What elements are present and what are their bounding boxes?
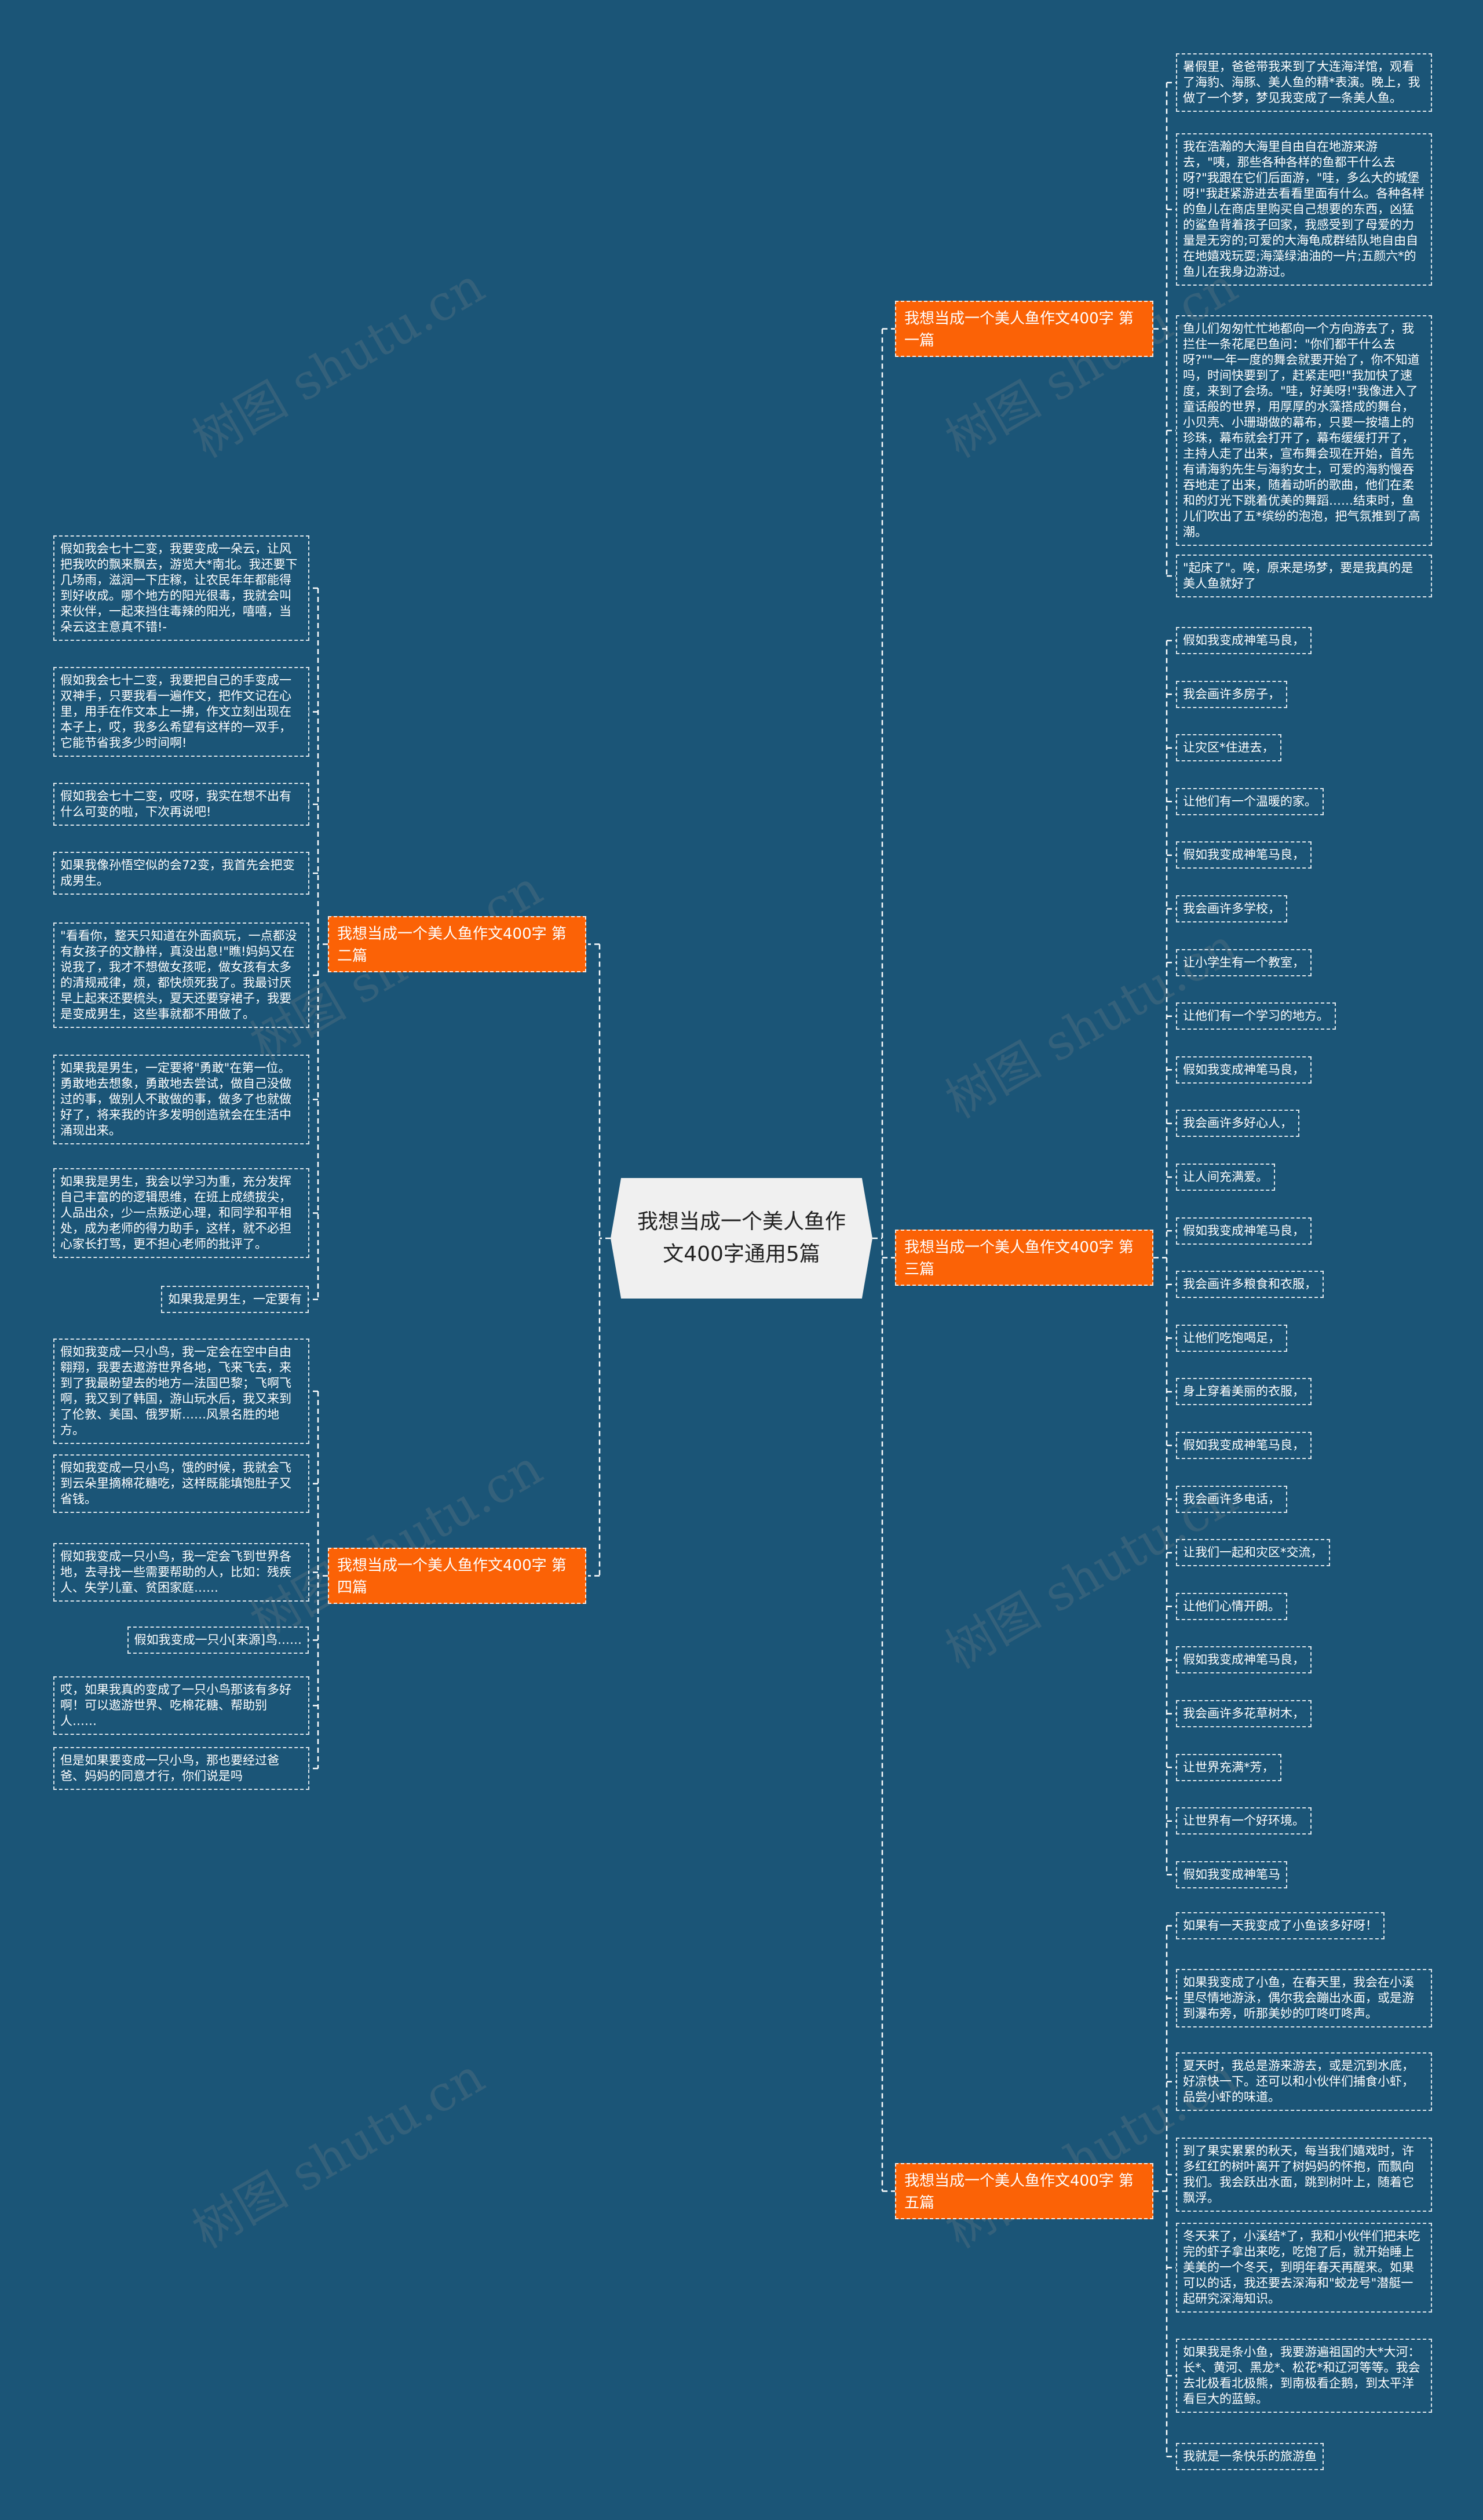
leaf-topic[interactable]: 假如我变成一只小鸟，我一定会飞到世界各地，去寻找一些需要帮助的人，比如：残疾人、… bbox=[53, 1543, 309, 1602]
leaf-topic[interactable]: 我会画许多花草树木， bbox=[1176, 1700, 1312, 1727]
leaf-topic[interactable]: 假如我变成神笔马良， bbox=[1176, 841, 1312, 869]
leaf-topic[interactable]: 哎，如果我真的变成了一只小鸟那该有多好啊！可以遨游世界、吃棉花糖、帮助别人…… bbox=[53, 1676, 309, 1735]
leaf-topic[interactable]: 如果我是男生，一定要将"勇敢"在第一位。勇敢地去想象，勇敢地去尝试，做自己没做过… bbox=[53, 1055, 309, 1144]
leaf-topic[interactable]: 如果有一天我变成了小鱼该多好呀！ bbox=[1176, 1912, 1385, 1939]
leaf-topic[interactable]: 我会画许多好心人， bbox=[1176, 1110, 1299, 1137]
leaf-topic[interactable]: 假如我会七十二变，哎呀，我实在想不出有什么可变的啦，下次再说吧! bbox=[53, 783, 309, 826]
branch-topic-2[interactable]: 我想当成一个美人鱼作文400字 第二篇 bbox=[328, 916, 586, 972]
leaf-topic[interactable]: 让他们有一个学习的地方。 bbox=[1176, 1002, 1336, 1030]
leaf-topic[interactable]: 假如我变成神笔马良， bbox=[1176, 1432, 1312, 1459]
leaf-topic[interactable]: 假如我变成神笔马 bbox=[1176, 1861, 1287, 1888]
leaf-topic[interactable]: 如果我像孙悟空似的会72变，我首先会把变成男生。 bbox=[53, 852, 309, 895]
leaf-topic[interactable]: 我会画许多电话， bbox=[1176, 1485, 1287, 1513]
leaf-topic[interactable]: 暑假里，爸爸带我来到了大连海洋馆，观看了海豹、海豚、美人鱼的精*表演。晚上，我做… bbox=[1176, 53, 1432, 112]
leaf-topic[interactable]: 让世界充满*芳， bbox=[1176, 1753, 1281, 1781]
leaf-topic[interactable]: 假如我会七十二变，我要把自己的手变成一双神手，只要我看一遍作文，把作文记在心里，… bbox=[53, 667, 309, 757]
central-topic[interactable]: 我想当成一个美人鱼作文400字通用5篇 bbox=[611, 1178, 872, 1299]
leaf-topic[interactable]: 我会画许多房子， bbox=[1176, 680, 1287, 708]
leaf-topic[interactable]: 让人间充满爱。 bbox=[1176, 1164, 1275, 1191]
leaf-topic[interactable]: 到了果实累累的秋天，每当我们嬉戏时，许多红红的树叶离开了树妈妈的怀抱，而飘向我们… bbox=[1176, 2138, 1432, 2212]
leaf-topic[interactable]: 我会画许多粮食和衣服， bbox=[1176, 1271, 1324, 1299]
leaf-topic[interactable]: 让他们心情开朗。 bbox=[1176, 1592, 1287, 1620]
branch-topic-4[interactable]: 我想当成一个美人鱼作文400字 第四篇 bbox=[328, 1548, 586, 1604]
leaf-topic[interactable]: 冬天来了，小溪结*了，我和小伙伴们把未吃完的虾子拿出来吃，吃饱了后，就开始睡上美… bbox=[1176, 2223, 1432, 2313]
leaf-topic[interactable]: "起床了"。唉，原来是场梦，要是我真的是美人鱼就好了 bbox=[1176, 555, 1432, 597]
branch-topic-5[interactable]: 我想当成一个美人鱼作文400字 第五篇 bbox=[895, 2163, 1153, 2219]
watermark: 树图 shutu.cn bbox=[183, 257, 494, 469]
leaf-topic[interactable]: 如果我是男生，一定要有 bbox=[161, 1286, 309, 1313]
leaf-topic[interactable]: 如果我变成了小鱼，在春天里，我会在小溪里尽情地游泳，偶尔我会蹦出水面，或是游到瀑… bbox=[1176, 1969, 1432, 2027]
leaf-topic[interactable]: 让世界有一个好环境。 bbox=[1176, 1807, 1312, 1835]
central-topic-title: 我想当成一个美人鱼作文400字通用5篇 bbox=[637, 1210, 846, 1266]
leaf-topic[interactable]: 但是如果要变成一只小鸟，那也要经过爸爸、妈妈的同意才行，你们说是吗 bbox=[53, 1747, 309, 1790]
leaf-topic[interactable]: 夏天时，我总是游来游去，或是沉到水底，好凉快一下。还可以和小伙伴们捕食小虾，品尝… bbox=[1176, 2052, 1432, 2111]
leaf-topic[interactable]: 如果我是男生，我会以学习为重，充分发挥自己丰富的的逻辑思维，在班上成绩拔尖，人品… bbox=[53, 1168, 309, 1258]
leaf-topic[interactable]: 假如我变成神笔马良， bbox=[1176, 1056, 1312, 1084]
leaf-topic[interactable]: 假如我变成一只小鸟，我一定会在空中自由翱翔，我要去遨游世界各地，飞来飞去，来到了… bbox=[53, 1339, 309, 1444]
branch-topic-1[interactable]: 我想当成一个美人鱼作文400字 第一篇 bbox=[895, 301, 1153, 357]
leaf-topic[interactable]: 我在浩瀚的大海里自由自在地游来游去，"咦，那些各种各样的鱼都干什么去呀?"我跟在… bbox=[1176, 133, 1432, 286]
leaf-topic[interactable]: 假如我变成神笔马良， bbox=[1176, 1217, 1312, 1245]
branch-topic-3[interactable]: 我想当成一个美人鱼作文400字 第三篇 bbox=[895, 1230, 1153, 1286]
leaf-topic[interactable]: 假如我变成一只小鸟，饿的时候，我就会飞到云朵里摘棉花糖吃，这样既能填饱肚子又省钱… bbox=[53, 1454, 309, 1513]
leaf-topic[interactable]: 鱼儿们匆匆忙忙地都向一个方向游去了，我拦住一条花尾巴鱼问："你们都干什么去呀?"… bbox=[1176, 315, 1432, 546]
leaf-topic[interactable]: 如果我是条小鱼，我要游遍祖国的大*大河：长*、黄河、黑龙*、松花*和辽河等等。我… bbox=[1176, 2339, 1432, 2413]
leaf-topic[interactable]: "看看你，整天只知道在外面疯玩，一点都没有女孩子的文静样，真没出息!"瞧!妈妈又… bbox=[53, 922, 309, 1028]
leaf-topic[interactable]: 让灾区*住进去， bbox=[1176, 734, 1281, 762]
leaf-topic[interactable]: 假如我变成一只小[来源]鸟…… bbox=[127, 1626, 309, 1654]
leaf-topic[interactable]: 我会画许多学校， bbox=[1176, 895, 1287, 922]
leaf-topic[interactable]: 假如我变成神笔马良， bbox=[1176, 1646, 1312, 1674]
leaf-topic[interactable]: 我就是一条快乐的旅游鱼 bbox=[1176, 2443, 1324, 2470]
leaf-topic[interactable]: 让他们有一个温暖的家。 bbox=[1176, 787, 1324, 815]
leaf-topic[interactable]: 假如我会七十二变，我要变成一朵云，让风把我吹的飘来飘去，游览大*南北。我还要下几… bbox=[53, 535, 309, 641]
leaf-topic[interactable]: 让我们一起和灾区*交流， bbox=[1176, 1539, 1330, 1567]
leaf-topic[interactable]: 让他们吃饱喝足， bbox=[1176, 1324, 1287, 1352]
leaf-topic[interactable]: 假如我变成神笔马良， bbox=[1176, 627, 1312, 654]
leaf-topic[interactable]: 让小学生有一个教室， bbox=[1176, 949, 1312, 976]
watermark: 树图 shutu.cn bbox=[183, 2047, 494, 2259]
leaf-topic[interactable]: 身上穿着美丽的衣服， bbox=[1176, 1378, 1312, 1406]
